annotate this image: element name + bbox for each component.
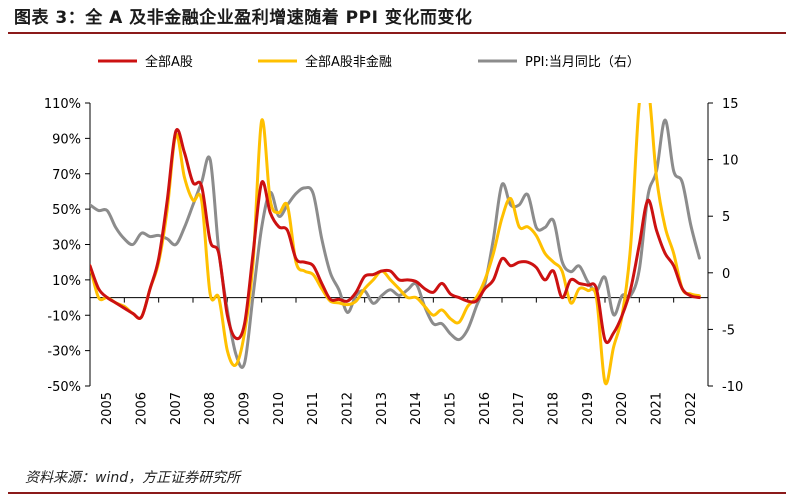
x-axis-tick-label: 2022 — [684, 392, 699, 425]
right-axis-tick-label: 5 — [722, 210, 730, 225]
right-axis-tick-label: 0 — [722, 267, 730, 282]
series-line-non-financial — [90, 103, 701, 386]
x-axis-tick-label: 2016 — [478, 392, 493, 425]
x-axis-tick-label: 2014 — [409, 392, 424, 425]
x-axis-tick-label: 2010 — [272, 392, 287, 425]
series-line-all-a — [90, 128, 701, 345]
x-axis-tick-label: 2012 — [341, 392, 356, 425]
right-axis-tick-label: -5 — [722, 323, 735, 338]
right-axis-tick-label: -10 — [722, 380, 743, 395]
x-axis-tick-label: 2006 — [135, 392, 150, 425]
left-axis-tick-label: 110% — [44, 97, 81, 112]
legend-label-ppi: PPI:当月同比（右） — [525, 55, 640, 70]
x-axis-tick-label: 2007 — [169, 392, 184, 425]
x-axis-tick-label: 2017 — [512, 392, 527, 425]
x-axis-tick-label: 2008 — [203, 392, 218, 425]
legend-label-non-financial: 全部A股非金融 — [305, 54, 392, 70]
title-rule — [8, 32, 786, 34]
x-axis-tick-label: 2020 — [615, 392, 630, 425]
left-axis-tick-label: 70% — [52, 168, 81, 183]
figure-title: 图表 3：全 A 及非金融企业盈利增速随着 PPI 变化而变化 — [14, 8, 473, 28]
series-layer — [90, 103, 701, 386]
right-axis-tick-label: 10 — [722, 154, 739, 169]
x-axis-tick-label: 2019 — [581, 392, 596, 425]
axes: 110% 90% 70% 50% 30% 10% -10% -30% -50% 15 10 5 0 -5 -… — [44, 97, 743, 425]
x-axis-tick-label: 2009 — [238, 392, 253, 425]
x-axis-tick-label: 2013 — [375, 392, 390, 425]
x-axis-tick-label: 2005 — [100, 392, 115, 425]
left-axis-tick-label: 10% — [52, 274, 81, 289]
left-axis-tick-label: -50% — [47, 380, 81, 395]
x-axis-tick-label: 2021 — [650, 392, 665, 425]
legend: 全部A股 全部A股非金融 PPI:当月同比（右） — [98, 54, 640, 70]
right-axis-tick-label: 15 — [722, 97, 739, 112]
x-axis-tick-label: 2011 — [306, 392, 321, 425]
x-axis-tick-label: 2015 — [444, 392, 459, 425]
legend-label-all-a: 全部A股 — [145, 54, 193, 70]
left-axis-tick-label: 90% — [52, 132, 81, 147]
left-axis-tick-label: -10% — [47, 309, 81, 324]
source-note: 资料来源：wind，方正证券研究所 — [25, 470, 241, 486]
bottom-rule — [8, 492, 786, 494]
left-axis-tick-label: 30% — [52, 239, 81, 254]
left-axis-tick-label: -30% — [47, 345, 81, 360]
left-axis-tick-label: 50% — [52, 203, 81, 218]
x-axis-tick-label: 2018 — [547, 392, 562, 425]
